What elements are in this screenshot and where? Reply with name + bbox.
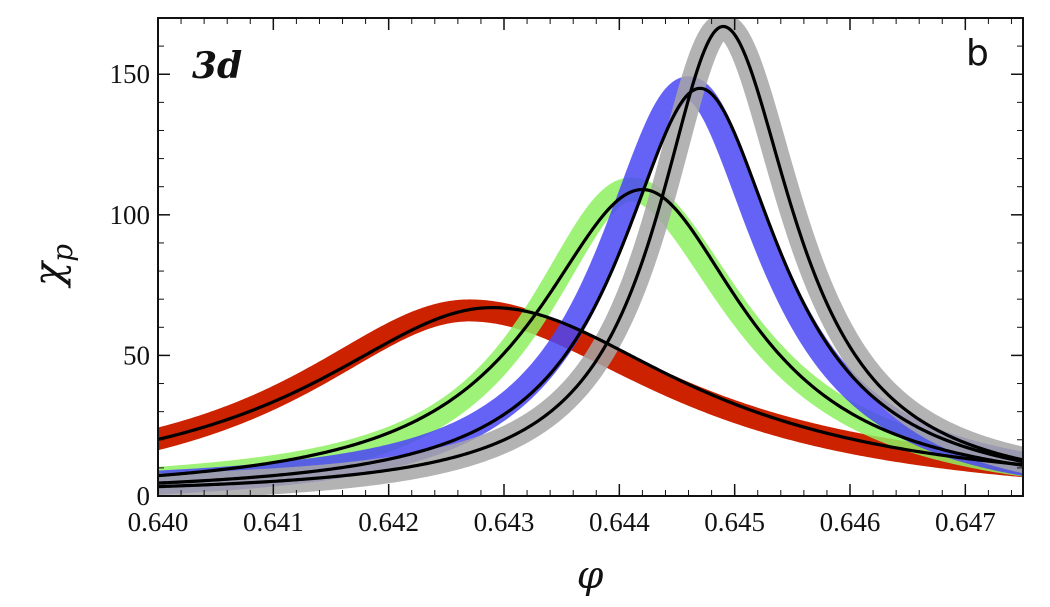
x-tick-label: 0.642 [358, 507, 419, 537]
series-3-fit-line [158, 86, 1023, 485]
x-tick-label: 0.644 [589, 507, 650, 537]
x-tick-label: 0.646 [820, 507, 881, 537]
plot-frame [157, 17, 1024, 497]
series-4-fit-line [158, 24, 1023, 489]
x-tick-label: 0.647 [935, 507, 996, 537]
y-axis-label-main: χ [26, 259, 72, 289]
x-axis-label: φ [577, 553, 604, 597]
fit-curves [158, 24, 1023, 489]
y-tick-label: 100 [110, 200, 151, 230]
svg-text:χp: χp [26, 244, 79, 289]
y-axis-label-sub: p [46, 244, 79, 262]
y-tick-label: 50 [123, 340, 150, 370]
x-tick-label: 0.641 [243, 507, 304, 537]
y-tick-label: 0 [137, 481, 151, 511]
series-2-fit-line [158, 187, 1023, 478]
y-tick-label: 150 [110, 59, 151, 89]
series-1-fit-line [158, 306, 1023, 467]
dimension-annotation: 3d [192, 45, 242, 87]
x-tick-label: 0.643 [474, 507, 535, 537]
data-bands [158, 18, 1023, 496]
axis-ticks [157, 17, 1023, 497]
x-tick-label: 0.640 [128, 507, 189, 537]
y-axis-label: χp [26, 244, 79, 289]
panel-label: b [966, 33, 989, 74]
tick-labels: 0.640 0.641 0.642 0.643 0.644 0.645 0.646 0.647… [110, 59, 996, 537]
series-4-band [158, 18, 1023, 496]
x-tick-label: 0.645 [704, 507, 765, 537]
